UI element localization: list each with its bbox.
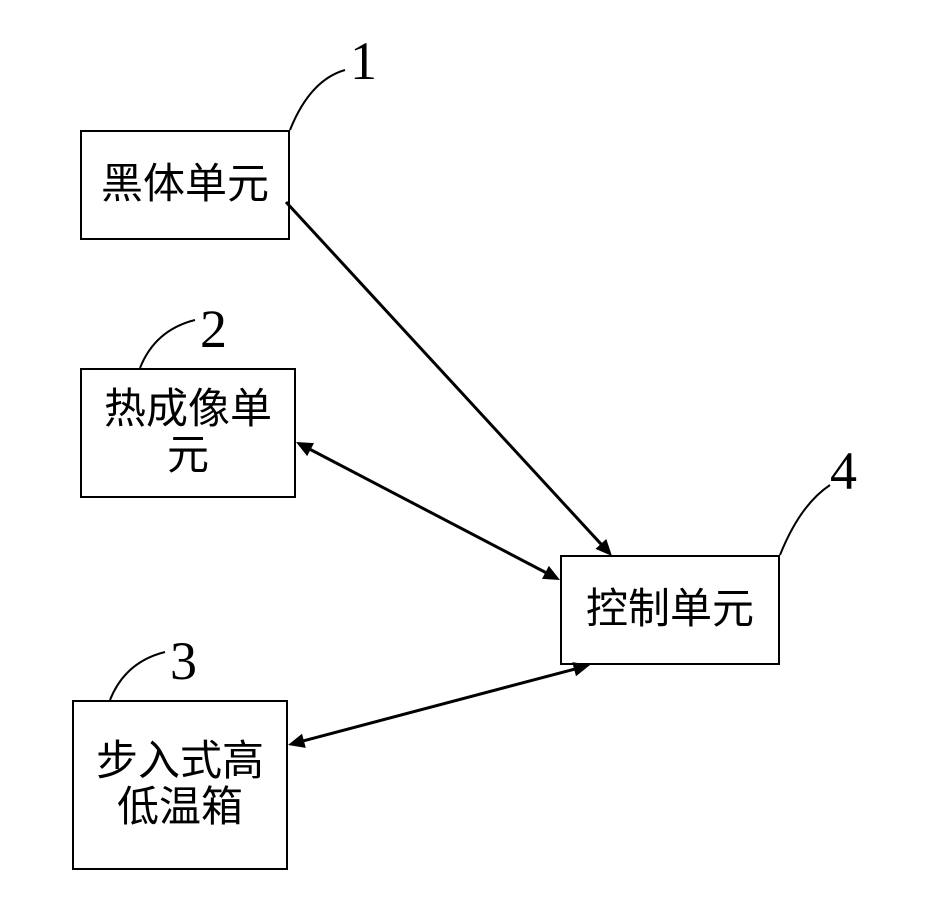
annotation-1: 1 bbox=[350, 30, 377, 92]
node-walk-in-chamber: 步入式高 低温箱 bbox=[72, 700, 288, 870]
annotation-3: 3 bbox=[170, 630, 197, 692]
node-label: 黑体单元 bbox=[101, 162, 269, 208]
node-label: 步入式高 低温箱 bbox=[96, 739, 264, 831]
node-label: 控制单元 bbox=[586, 587, 754, 633]
diagram-canvas: 黑体单元 热成像单 元 步入式高 低温箱 控制单元 1 2 3 4 bbox=[0, 0, 936, 920]
node-blackbody-unit: 黑体单元 bbox=[80, 130, 290, 240]
node-thermal-imaging-unit: 热成像单 元 bbox=[80, 368, 296, 498]
node-control-unit: 控制单元 bbox=[560, 555, 780, 665]
node-label: 热成像单 元 bbox=[104, 387, 272, 479]
annotation-2: 2 bbox=[200, 298, 227, 360]
annotation-4: 4 bbox=[830, 440, 857, 502]
